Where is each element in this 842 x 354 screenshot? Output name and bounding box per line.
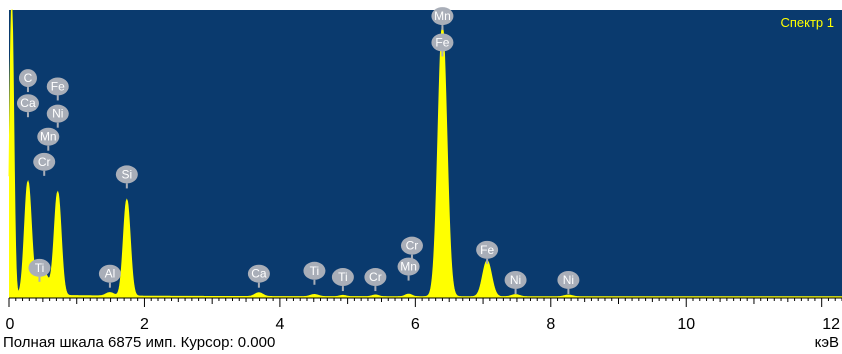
element-marker-label: Ti: [338, 270, 348, 284]
element-marker-bubble: [331, 268, 354, 287]
element-marker-label: Ca: [20, 96, 36, 110]
element-marker: Cr: [400, 236, 423, 260]
element-marker-bubble: [33, 152, 56, 171]
element-marker-bubble: [400, 236, 423, 255]
x-axis-units: кэВ: [814, 334, 839, 351]
element-marker: Mn: [397, 257, 420, 281]
x-tick-label: 12: [822, 316, 840, 333]
element-markers: C Ca Fe Ni Mn Cr Si Ti Al Ca Ti Ti Cr Mn Cr Mn Fe Fe Ni Ni: [16, 7, 580, 294]
element-marker: Mn: [431, 7, 454, 31]
element-marker-bubble: [247, 264, 270, 283]
x-axis-ticks: [8, 298, 842, 307]
element-marker-bubble: [397, 257, 420, 276]
x-tick-label: 2: [140, 316, 149, 333]
full-scale-status: Полная шкала 6875 имп. Курсор: 0.000: [3, 334, 276, 351]
element-marker: Ni: [46, 104, 69, 128]
element-marker-label: C: [24, 71, 33, 85]
element-marker: Ti: [303, 261, 326, 285]
element-marker-bubble: [46, 104, 69, 123]
element-marker: Cr: [33, 152, 56, 176]
element-marker-bubble: [37, 127, 60, 146]
element-marker-bubble: [364, 268, 387, 287]
element-marker: Mn: [37, 127, 60, 151]
element-marker: Fe: [431, 33, 454, 57]
element-marker-bubble: [98, 264, 121, 283]
element-marker-label: Cr: [369, 270, 382, 284]
element-marker: Fe: [476, 240, 499, 264]
element-marker: Si: [115, 165, 138, 189]
element-marker-bubble: [557, 270, 580, 289]
element-marker: Ti: [331, 268, 354, 292]
element-marker-label: Cr: [38, 155, 51, 169]
element-marker-bubble: [46, 77, 69, 96]
element-marker-label: Ni: [510, 273, 521, 287]
element-marker-label: Ti: [35, 261, 45, 275]
element-marker-bubble: [16, 94, 39, 113]
x-axis-tick-labels: 0 2 4 6 8 10 12: [6, 316, 841, 333]
x-tick-label: 6: [411, 316, 420, 333]
element-marker-label: Ni: [52, 107, 63, 121]
element-marker-label: Ni: [563, 273, 574, 287]
x-tick-label: 0: [6, 316, 15, 333]
element-marker-label: Ti: [310, 264, 320, 278]
element-marker: C: [18, 69, 37, 93]
element-marker: Ca: [247, 264, 270, 288]
element-marker-label: Fe: [480, 243, 494, 257]
element-marker-label: Fe: [51, 79, 65, 93]
x-tick-label: 10: [677, 316, 695, 333]
element-marker-bubble: [476, 240, 499, 259]
element-marker: Fe: [46, 77, 69, 101]
element-marker-bubble: [28, 258, 51, 277]
element-marker-label: Mn: [434, 9, 451, 23]
element-marker-label: Cr: [406, 239, 419, 253]
element-marker-label: Ca: [251, 267, 267, 281]
element-marker-bubble: [431, 7, 454, 26]
element-marker: Ca: [16, 94, 39, 118]
element-marker: Ni: [504, 270, 527, 294]
element-marker: Cr: [364, 268, 387, 292]
element-marker-label: Mn: [400, 260, 417, 274]
x-tick-label: 4: [275, 316, 284, 333]
element-marker-bubble: [18, 69, 37, 88]
element-marker-bubble: [115, 165, 138, 184]
element-marker: Ni: [557, 270, 580, 294]
element-marker-label: Fe: [435, 35, 449, 49]
element-marker-label: Al: [105, 267, 116, 281]
element-marker-bubble: [303, 261, 326, 280]
spectrum-label: Спектр 1: [780, 15, 834, 30]
element-marker-label: Si: [122, 167, 133, 181]
element-marker-bubble: [504, 270, 527, 289]
element-marker: Al: [98, 264, 121, 288]
element-marker: Ti: [28, 258, 51, 282]
element-marker-label: Mn: [40, 130, 57, 144]
x-tick-label: 8: [546, 316, 555, 333]
element-marker-bubble: [431, 33, 454, 52]
plot-area: [9, 10, 842, 298]
